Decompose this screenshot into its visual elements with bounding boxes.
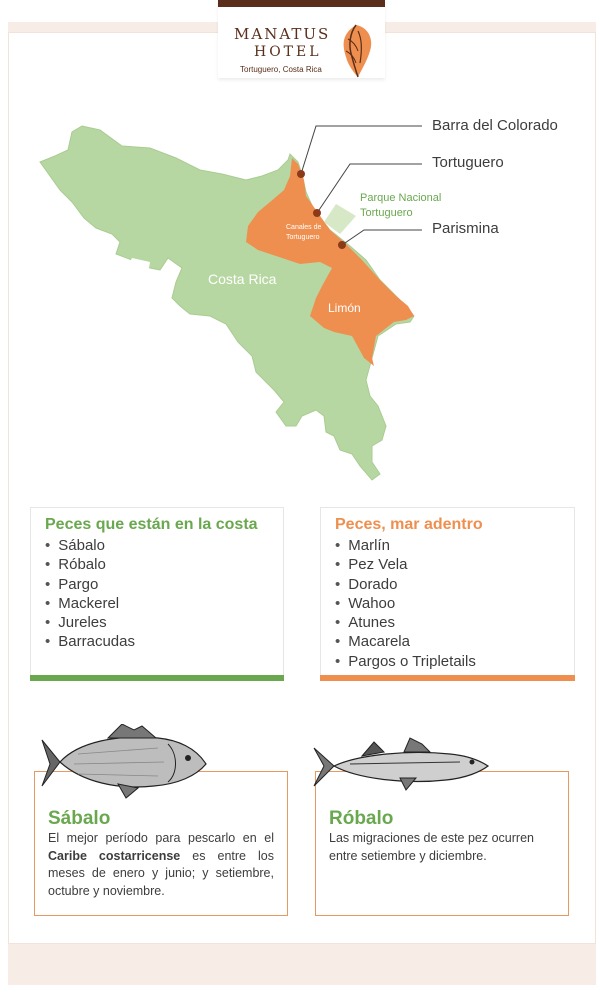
- robalo-description: Las migraciones de este pez ocurren entr…: [329, 831, 534, 863]
- list-item: Róbalo: [45, 555, 135, 574]
- national-park-area: [324, 204, 356, 234]
- costa-rica-region: [39, 125, 415, 481]
- label-park-1: Parque Nacional: [360, 192, 441, 204]
- list-item: Atunes: [335, 613, 476, 632]
- list-item: Jureles: [45, 613, 135, 632]
- offshore-fish-title: Peces, mar adentro: [335, 516, 483, 533]
- sabalo-title: Sábalo: [48, 808, 111, 829]
- sabalo-card: Sábalo El mejor período para pescarlo en…: [34, 771, 288, 916]
- marker-tortuguero: [313, 209, 321, 217]
- callout-parismina: Parismina: [432, 220, 499, 237]
- marker-parismina: [338, 241, 346, 249]
- list-item: Dorado: [335, 575, 476, 594]
- list-item: Barracudas: [45, 632, 135, 651]
- logo-hotel-word: HOTEL: [254, 44, 322, 60]
- coast-fish-title: Peces que están en la costa: [45, 516, 258, 533]
- callout-tortuguero: Tortuguero: [432, 154, 504, 171]
- label-country: Costa Rica: [208, 271, 277, 287]
- label-park-2: Tortuguero: [360, 207, 413, 219]
- shell-icon: [343, 24, 372, 78]
- robalo-card: Róbalo Las migraciones de este pez ocurr…: [315, 771, 569, 916]
- sabalo-description: El mejor período para pescarlo en el Car…: [48, 831, 274, 898]
- list-item: Sábalo: [45, 536, 135, 555]
- list-item: Macarela: [335, 632, 476, 651]
- costa-rica-map: Barra del Colorado Tortuguero Parismina …: [39, 117, 558, 481]
- robalo-title: Róbalo: [329, 808, 394, 829]
- list-item: Pez Vela: [335, 555, 476, 574]
- limon-region: [246, 158, 414, 366]
- sabalo-fish-illustration: [41, 724, 207, 799]
- offshore-box-accent-bar: [320, 675, 575, 681]
- offshore-fish-list: Marlín Pez Vela Dorado Wahoo Atunes Maca…: [335, 536, 476, 671]
- offshore-fish-box: Peces, mar adentro Marlín Pez Vela Dorad…: [320, 507, 575, 681]
- logo-location: Tortuguero, Costa Rica: [240, 65, 322, 74]
- list-item: Mackerel: [45, 594, 135, 613]
- coast-box-accent-bar: [30, 675, 284, 681]
- label-canals-1: Canales de: [286, 224, 322, 231]
- label-canals-2: Tortuguero: [286, 234, 320, 241]
- marker-barra-del-colorado: [297, 170, 305, 178]
- list-item: Pargos o Tripletails: [335, 652, 476, 671]
- coast-fish-box: Peces que están en la costa Sábalo Róbal…: [30, 507, 284, 681]
- callout-barra-del-colorado: Barra del Colorado: [432, 117, 558, 134]
- list-item: Pargo: [45, 575, 135, 594]
- hotel-logo[interactable]: MANATUS HOTEL Tortuguero, Costa Rica: [218, 0, 385, 78]
- list-item: Wahoo: [335, 594, 476, 613]
- label-province: Limón: [328, 301, 361, 315]
- coast-fish-list: Sábalo Róbalo Pargo Mackerel Jureles Bar…: [45, 536, 135, 652]
- list-item: Marlín: [335, 536, 476, 555]
- robalo-fish-illustration: [313, 737, 490, 791]
- logo-name: MANATUS: [234, 25, 331, 43]
